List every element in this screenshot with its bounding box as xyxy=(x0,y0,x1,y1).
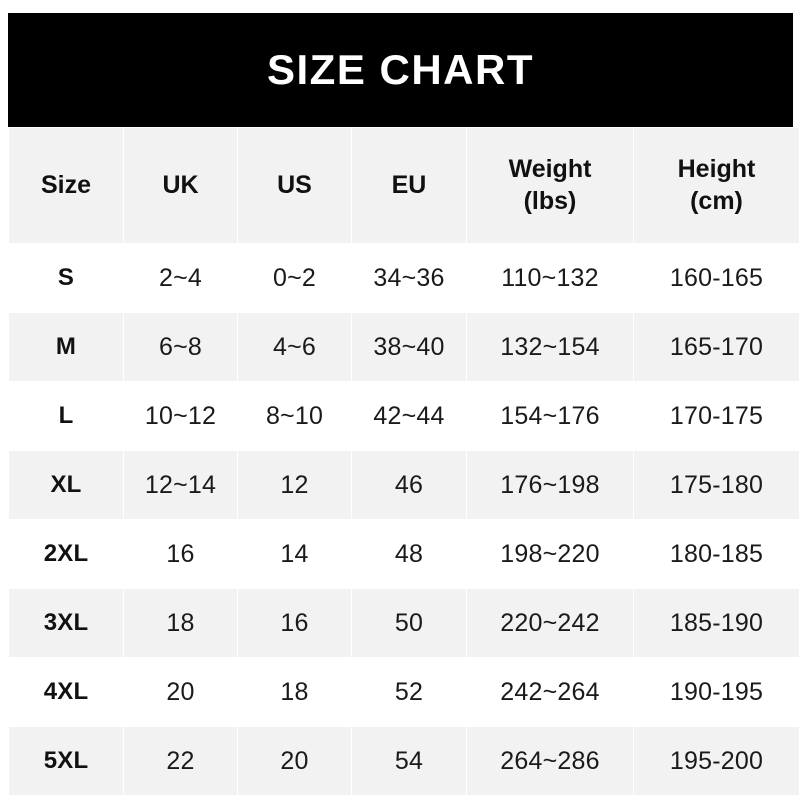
column-header-us: US xyxy=(238,128,351,243)
cell-us: 18 xyxy=(238,658,351,726)
column-header-size-label: Size xyxy=(40,170,92,199)
cell-us: 16 xyxy=(238,589,351,657)
column-header-height-unit: (cm) xyxy=(690,186,743,215)
cell-size: XL xyxy=(9,451,123,519)
cell-height: 180-185 xyxy=(634,520,799,588)
table-row: 5XL 22 20 54 264~286 195-200 xyxy=(9,727,799,795)
cell-size: 3XL xyxy=(9,589,123,657)
size-chart-table: Size UK US EU Weight (lbs) Height (cm) xyxy=(8,127,800,796)
table-row: M 6~8 4~6 38~40 132~154 165-170 xyxy=(9,313,799,381)
cell-eu: 34~36 xyxy=(352,244,466,312)
cell-size: 2XL xyxy=(9,520,123,588)
cell-uk: 12~14 xyxy=(124,451,237,519)
cell-eu: 48 xyxy=(352,520,466,588)
cell-eu: 54 xyxy=(352,727,466,795)
cell-size: 4XL xyxy=(9,658,123,726)
cell-uk: 10~12 xyxy=(124,382,237,450)
cell-size: 5XL xyxy=(9,727,123,795)
cell-us: 12 xyxy=(238,451,351,519)
cell-us: 20 xyxy=(238,727,351,795)
cell-weight: 132~154 xyxy=(467,313,633,381)
cell-height: 175-180 xyxy=(634,451,799,519)
cell-eu: 46 xyxy=(352,451,466,519)
cell-height: 165-170 xyxy=(634,313,799,381)
cell-height: 170-175 xyxy=(634,382,799,450)
cell-us: 4~6 xyxy=(238,313,351,381)
cell-size: L xyxy=(9,382,123,450)
cell-weight: 198~220 xyxy=(467,520,633,588)
cell-size: M xyxy=(9,313,123,381)
table-row: 4XL 20 18 52 242~264 190-195 xyxy=(9,658,799,726)
table-row: 3XL 18 16 50 220~242 185-190 xyxy=(9,589,799,657)
cell-eu: 38~40 xyxy=(352,313,466,381)
cell-height: 195-200 xyxy=(634,727,799,795)
cell-uk: 6~8 xyxy=(124,313,237,381)
cell-eu: 42~44 xyxy=(352,382,466,450)
cell-uk: 22 xyxy=(124,727,237,795)
column-header-size: Size xyxy=(9,128,123,243)
column-header-us-label: US xyxy=(277,170,312,199)
column-header-weight-label: Weight xyxy=(508,155,592,184)
cell-eu: 52 xyxy=(352,658,466,726)
cell-weight: 154~176 xyxy=(467,382,633,450)
column-header-weight: Weight (lbs) xyxy=(467,128,633,243)
cell-size: S xyxy=(9,244,123,312)
cell-weight: 242~264 xyxy=(467,658,633,726)
column-header-eu-label: EU xyxy=(391,170,427,199)
cell-uk: 16 xyxy=(124,520,237,588)
column-header-uk: UK xyxy=(124,128,237,243)
column-header-weight-unit: (lbs) xyxy=(523,186,577,215)
cell-us: 8~10 xyxy=(238,382,351,450)
cell-uk: 20 xyxy=(124,658,237,726)
title-banner: SIZE CHART xyxy=(8,13,793,127)
header-row: Size UK US EU Weight (lbs) Height (cm) xyxy=(9,128,799,243)
cell-height: 185-190 xyxy=(634,589,799,657)
table-body: S 2~4 0~2 34~36 110~132 160-165 M 6~8 4~… xyxy=(9,244,799,795)
cell-uk: 18 xyxy=(124,589,237,657)
cell-uk: 2~4 xyxy=(124,244,237,312)
cell-us: 0~2 xyxy=(238,244,351,312)
page-title: SIZE CHART xyxy=(267,46,534,93)
cell-weight: 264~286 xyxy=(467,727,633,795)
table-row: S 2~4 0~2 34~36 110~132 160-165 xyxy=(9,244,799,312)
column-header-height-label: Height xyxy=(677,155,756,184)
table-row: XL 12~14 12 46 176~198 175-180 xyxy=(9,451,799,519)
table-row: L 10~12 8~10 42~44 154~176 170-175 xyxy=(9,382,799,450)
table-row: 2XL 16 14 48 198~220 180-185 xyxy=(9,520,799,588)
cell-height: 190-195 xyxy=(634,658,799,726)
cell-height: 160-165 xyxy=(634,244,799,312)
cell-weight: 176~198 xyxy=(467,451,633,519)
cell-eu: 50 xyxy=(352,589,466,657)
column-header-uk-label: UK xyxy=(162,170,199,199)
cell-weight: 220~242 xyxy=(467,589,633,657)
table-header: Size UK US EU Weight (lbs) Height (cm) xyxy=(9,128,799,243)
column-header-height: Height (cm) xyxy=(634,128,799,243)
cell-weight: 110~132 xyxy=(467,244,633,312)
column-header-eu: EU xyxy=(352,128,466,243)
cell-us: 14 xyxy=(238,520,351,588)
